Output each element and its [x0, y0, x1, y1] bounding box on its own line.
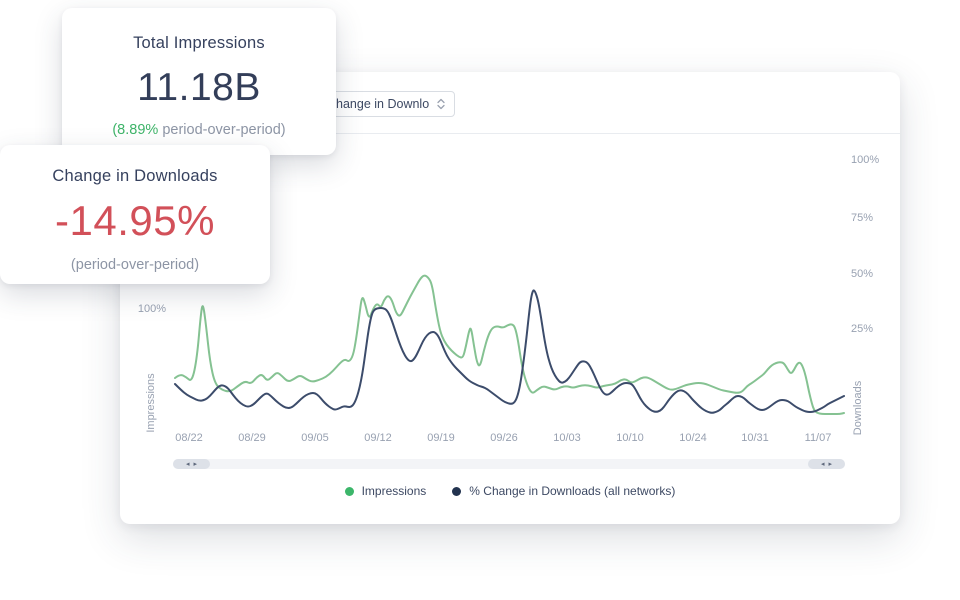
x-axis-label-10-03: 10/03 — [553, 432, 581, 444]
chart-header: Change in Downloads — [120, 72, 900, 133]
x-axis-label-10-10: 10/10 — [616, 432, 644, 444]
x-axis-label-08-22: 08/22 — [175, 432, 203, 444]
x-axis-label-10-24: 10/24 — [679, 432, 707, 444]
legend-dot-icon — [344, 486, 354, 496]
chart-legend: Impressions % Change in Downloads (all ne… — [120, 484, 900, 498]
series-line-impressions — [174, 274, 845, 416]
legend-item--change-in-downloads-all-networks-[interactable]: % Change in Downloads (all networks) — [452, 484, 675, 498]
legend-item-impressions[interactable]: Impressions — [344, 484, 427, 498]
scroll-left-arrow-icon[interactable]: ◂ — [185, 460, 190, 468]
x-axis-label-11-07: 11/07 — [804, 432, 832, 444]
total-impressions-delta: (8.89% period-over-period) — [62, 122, 336, 138]
change-in-downloads-caption: (period-over-period) — [70, 257, 200, 273]
scroll-right-arrow-icon[interactable]: ▸ — [828, 460, 833, 468]
metric-select-value: Change in Downloads — [327, 97, 429, 111]
header-divider — [120, 133, 900, 134]
scroll-right-arrow-icon[interactable]: ▸ — [193, 460, 198, 468]
legend-label: Impressions — [361, 484, 427, 498]
x-axis-label-09-05: 09/05 — [301, 432, 329, 444]
left-axis-title: Impressions — [145, 373, 157, 433]
change-in-downloads-value: -14.95% — [55, 197, 215, 244]
line-chart-plot — [174, 274, 845, 416]
total-impressions-title: Total Impressions — [133, 34, 265, 52]
right-axis-tick-25: 25% — [851, 323, 874, 335]
select-updown-icon — [437, 98, 445, 110]
series-line--change-in-downloads-all-networks- — [174, 289, 845, 414]
right-axis-tick-50: 50% — [851, 268, 874, 280]
x-axis-label-09-19: 09/19 — [427, 432, 455, 444]
x-axis-labels: 08/22 08/29 09/05 09/12 09/19 09/26 10/03 10/10… — [120, 432, 900, 446]
scroll-left-arrow-icon[interactable]: ◂ — [820, 460, 825, 468]
chart-horizontal-scrollbar[interactable]: ◂ ▸ ◂ ▸ — [173, 459, 845, 469]
x-axis-label-09-12: 09/12 — [364, 432, 392, 444]
right-axis-tick-75: 75% — [851, 212, 874, 224]
x-axis-label-09-26: 09/26 — [490, 432, 518, 444]
right-axis-tick-100: 100% — [851, 154, 880, 166]
scrollbar-thumb-right[interactable]: ◂ ▸ — [808, 459, 845, 469]
delta-percent: (8.89% — [112, 122, 159, 138]
change-in-downloads-card: Change in Downloads -14.95% (period-over… — [0, 145, 270, 284]
left-axis-tick-100: 100% — [137, 303, 166, 315]
metric-select-dropdown[interactable]: Change in Downloads — [315, 91, 455, 117]
total-impressions-card: Total Impressions 11.18B (8.89% period-o… — [62, 8, 336, 155]
change-in-downloads-title: Change in Downloads — [52, 167, 218, 185]
scrollbar-thumb-left[interactable]: ◂ ▸ — [173, 459, 210, 469]
delta-caption: period-over-period) — [158, 122, 286, 138]
legend-dot-icon — [452, 486, 462, 496]
x-axis-label-10-31: 10/31 — [741, 432, 769, 444]
x-axis-label-08-29: 08/29 — [238, 432, 266, 444]
legend-label: % Change in Downloads (all networks) — [469, 484, 676, 498]
total-impressions-value: 11.18B — [137, 66, 261, 109]
